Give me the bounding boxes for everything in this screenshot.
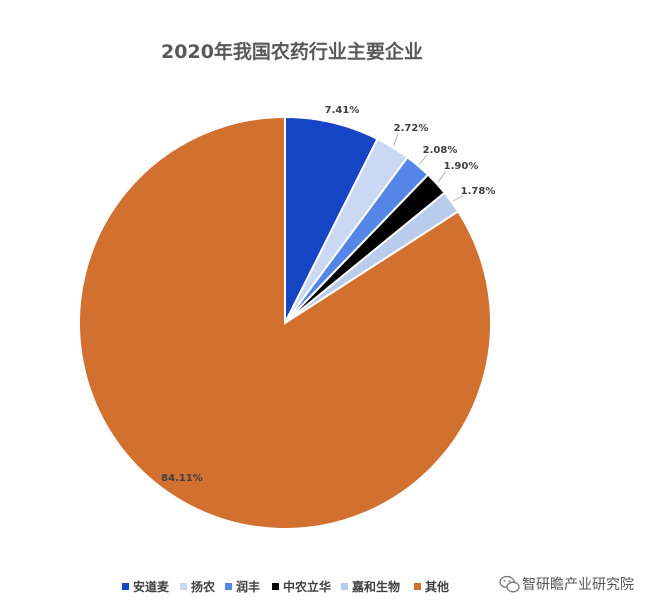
pie-slice-1 (284, 115, 379, 324)
wechat-icon (499, 575, 520, 593)
data-label-5: 1.78% (461, 186, 496, 197)
pie-slice-6 (78, 115, 492, 530)
data-labels: 7.41% 2.72% 2.08% 1.90% 1.78% 84.11% (161, 105, 495, 484)
leader-line-2 (393, 132, 399, 146)
legend-item-3: 润丰 (225, 579, 260, 594)
leader-line-4 (437, 170, 447, 183)
chart-title: 2020年我国农药行业主要企业 (161, 40, 423, 63)
legend-label: 扬农 (191, 579, 215, 594)
legend-item-1: 安道麦 (122, 579, 170, 594)
data-label-4: 1.90% (444, 161, 479, 172)
data-label-2: 2.72% (394, 123, 429, 134)
legend-swatch (180, 583, 187, 590)
legend-swatch (272, 583, 279, 590)
legend-label: 安道麦 (133, 579, 170, 594)
legend-swatch (341, 583, 348, 590)
data-label-3: 2.08% (423, 145, 458, 156)
pie-slices (78, 115, 492, 530)
legend-label: 中农立华 (283, 579, 331, 594)
legend-label: 其他 (425, 579, 449, 594)
legend-item-4: 中农立华 (272, 579, 331, 594)
legend-item-2: 扬农 (180, 579, 215, 594)
watermark-text: 智研瞻产业研究院 (522, 576, 634, 593)
leader-line-3 (418, 154, 428, 165)
watermark: 智研瞻产业研究院 (499, 575, 634, 593)
data-label-1: 7.41% (325, 105, 360, 116)
legend-swatch (225, 583, 232, 590)
legend-swatch (122, 583, 129, 590)
data-label-6: 84.11% (161, 473, 203, 484)
label-leaders (393, 132, 464, 202)
leader-line-5 (453, 195, 464, 202)
legend-label: 嘉和生物 (351, 579, 400, 594)
legend-item-5: 嘉和生物 (341, 579, 400, 594)
legend-label: 润丰 (236, 579, 260, 594)
legend-item-6: 其他 (414, 579, 449, 594)
legend-swatch (414, 583, 421, 590)
legend: 安道麦 扬农 润丰 中农立华 嘉和生物 其他 (122, 579, 449, 594)
